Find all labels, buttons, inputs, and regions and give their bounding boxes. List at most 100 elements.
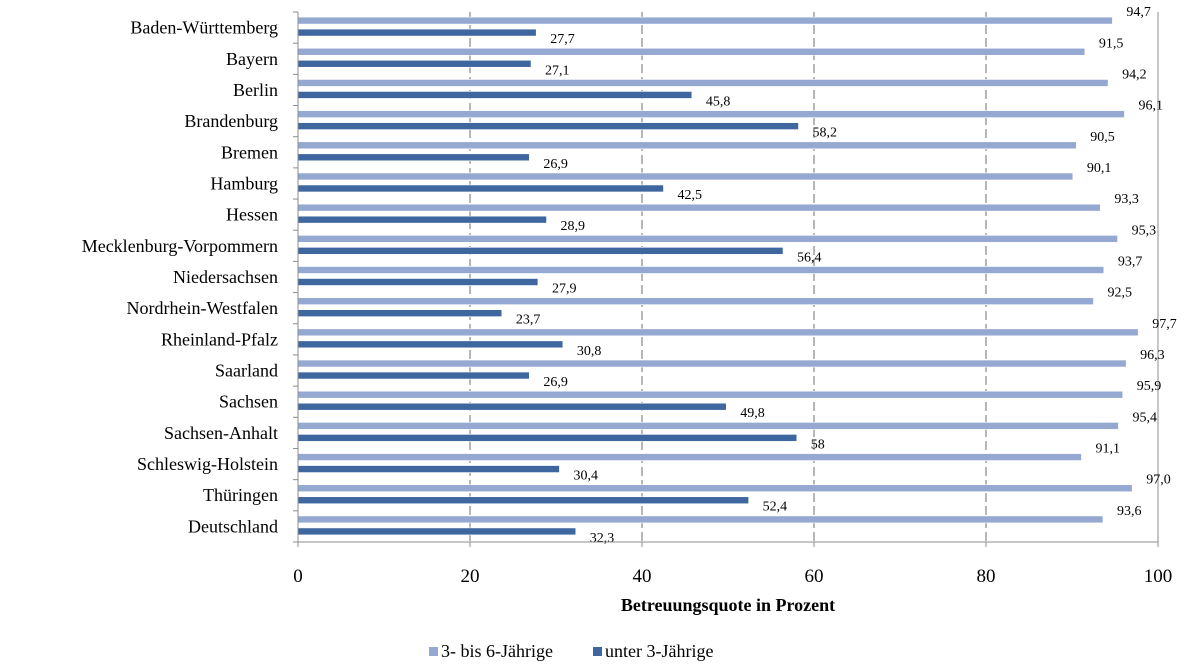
category-label: Thüringen — [203, 485, 278, 505]
x-tick-label: 40 — [633, 566, 652, 587]
data-label: 97,0 — [1146, 473, 1171, 488]
data-label: 90,5 — [1090, 130, 1115, 145]
bar-3-6-jaehrige — [297, 172, 1074, 181]
data-label: 42,5 — [678, 188, 703, 203]
x-tick-label: 60 — [805, 566, 824, 587]
data-label: 93,6 — [1117, 504, 1142, 519]
category-label: Hessen — [226, 205, 278, 225]
legend-label: unter 3-Jährige — [605, 641, 713, 661]
data-label: 26,9 — [543, 157, 568, 172]
data-label: 95,3 — [1132, 223, 1157, 238]
data-label: 94,2 — [1122, 67, 1147, 82]
data-label: 30,8 — [577, 344, 602, 359]
bar-unter-3-jaehrige — [297, 434, 798, 442]
data-label: 96,1 — [1138, 99, 1163, 114]
data-label: 23,7 — [516, 313, 541, 328]
data-label: 27,9 — [552, 282, 577, 297]
data-label: 28,9 — [561, 219, 586, 234]
bar-unter-3-jaehrige — [297, 91, 693, 99]
category-label: Baden-Württemberg — [130, 18, 278, 38]
bar-unter-3-jaehrige — [297, 247, 784, 255]
x-tick-label: 0 — [293, 566, 303, 587]
bar-3-6-jaehrige — [297, 484, 1133, 493]
data-label: 91,1 — [1095, 442, 1120, 457]
category-label: Brandenburg — [184, 111, 278, 131]
data-label: 56,4 — [797, 250, 822, 265]
data-label: 96,3 — [1140, 348, 1165, 363]
category-label: Rheinland-Pfalz — [161, 329, 278, 349]
bar-unter-3-jaehrige — [297, 465, 560, 473]
category-label: Hamburg — [210, 173, 278, 193]
bar-3-6-jaehrige — [297, 79, 1109, 87]
bar-3-6-jaehrige — [297, 453, 1082, 461]
data-label: 52,4 — [763, 500, 788, 515]
bar-3-6-jaehrige — [297, 359, 1127, 368]
data-label: 93,7 — [1118, 255, 1143, 270]
data-label: 58 — [811, 437, 825, 452]
bar-3-6-jaehrige — [297, 110, 1125, 118]
bar-3-6-jaehrige — [297, 47, 1086, 56]
legend-swatch — [593, 647, 602, 656]
bar-unter-3-jaehrige — [297, 496, 749, 505]
legend: 3- bis 6-Jährige unter 3-Jährige — [429, 641, 713, 661]
bar-3-6-jaehrige — [297, 515, 1104, 524]
category-label: Deutschland — [188, 516, 278, 536]
data-label: 30,4 — [573, 469, 598, 484]
data-label: 94,7 — [1126, 5, 1151, 20]
data-label: 58,2 — [813, 126, 838, 141]
bar-unter-3-jaehrige — [297, 340, 564, 349]
category-label: Bayern — [226, 49, 278, 69]
bar-unter-3-jaehrige — [297, 215, 547, 224]
bar-unter-3-jaehrige — [297, 278, 539, 286]
bar-unter-3-jaehrige — [297, 402, 727, 411]
bar-unter-3-jaehrige — [297, 122, 799, 130]
bar-3-6-jaehrige — [297, 422, 1119, 430]
bar-3-6-jaehrige — [297, 16, 1113, 25]
bar-3-6-jaehrige — [297, 390, 1124, 399]
x-axis-title: Betreuungsquote in Prozent — [621, 595, 835, 615]
bar-3-6-jaehrige — [297, 266, 1105, 274]
bar-unter-3-jaehrige — [297, 309, 503, 317]
bar-unter-3-jaehrige — [297, 59, 532, 68]
data-label: 91,5 — [1099, 36, 1124, 51]
legend-swatch — [429, 647, 438, 656]
category-label: Nordrhein-Westfalen — [127, 298, 279, 318]
bar-unter-3-jaehrige — [297, 184, 664, 193]
bar-3-6-jaehrige — [297, 141, 1077, 150]
axes: Baden-Württemberg Bayern Berlin Brandenburg… — [82, 11, 1172, 587]
category-label: Sachsen — [219, 392, 278, 412]
category-label: Bremen — [221, 142, 278, 162]
bar-3-6-jaehrige — [297, 297, 1094, 305]
category-label: Saarland — [215, 361, 278, 381]
category-label: Schleswig-Holstein — [137, 454, 278, 474]
data-label: 92,5 — [1108, 286, 1133, 301]
x-tick-label: 80 — [977, 566, 996, 587]
category-label: Niedersachsen — [173, 267, 278, 287]
data-label: 27,1 — [545, 63, 570, 78]
data-label: 93,3 — [1114, 192, 1139, 207]
category-label: Berlin — [233, 80, 278, 100]
data-label: 32,3 — [590, 531, 615, 546]
gridlines — [469, 12, 1159, 542]
bar-3-6-jaehrige — [297, 328, 1139, 337]
category-label: Sachsen-Anhalt — [164, 423, 278, 443]
data-label: 45,8 — [706, 94, 731, 109]
data-label: 95,4 — [1132, 410, 1157, 425]
legend-label: 3- bis 6-Jährige — [441, 641, 553, 661]
data-label: 90,1 — [1087, 161, 1112, 176]
bar-3-6-jaehrige — [297, 235, 1118, 243]
data-label: 97,7 — [1152, 317, 1177, 332]
data-label: 95,9 — [1137, 379, 1162, 394]
data-label: 27,7 — [550, 32, 575, 47]
category-label: Mecklenburg-Vorpommern — [82, 236, 278, 256]
bar-unter-3-jaehrige — [297, 527, 577, 536]
data-label: 49,8 — [740, 406, 765, 421]
data-label: 26,9 — [543, 375, 568, 390]
bar-3-6-jaehrige — [297, 203, 1101, 212]
bar-unter-3-jaehrige — [297, 153, 530, 162]
data-labels: 94,7 91,5 94,2 96,1 90,5 90,1 93,3 95,3 93,7 92,5… — [516, 5, 1177, 546]
bar-unter-3-jaehrige — [297, 371, 530, 380]
bar-unter-3-jaehrige — [297, 28, 537, 37]
